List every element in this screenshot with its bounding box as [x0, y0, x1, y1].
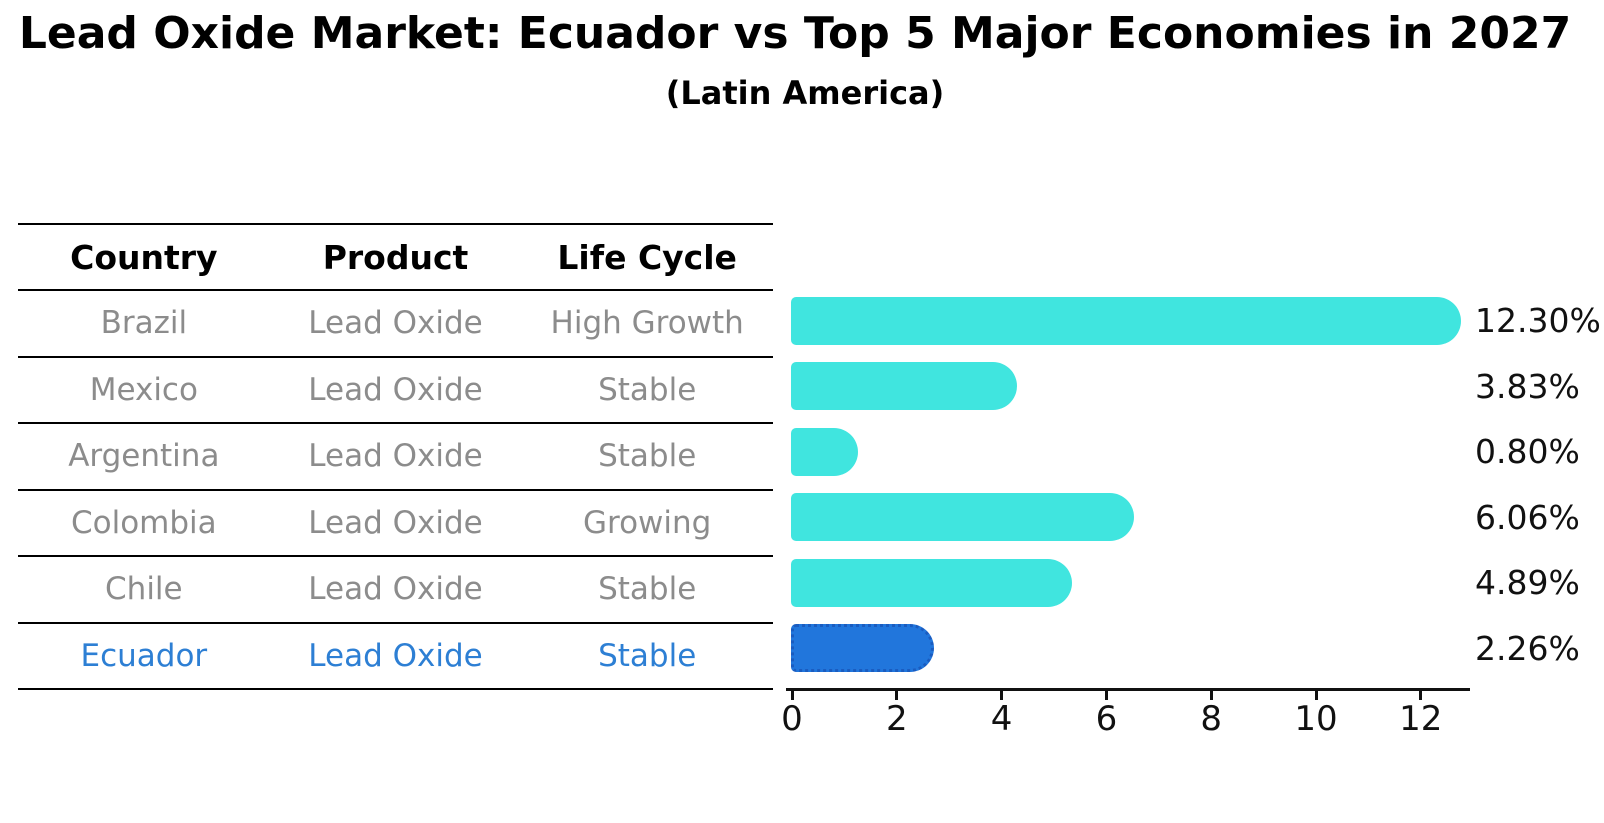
table-header-row: Country Product Life Cycle	[18, 223, 773, 289]
table-row: Mexico Lead Oxide Stable	[18, 355, 773, 423]
x-axis-tick-label: 6	[1095, 699, 1118, 739]
comparison-table: Country Product Life Cycle Brazil Lead O…	[18, 223, 773, 690]
x-axis-tick	[895, 690, 899, 700]
x-axis-tick-label: 8	[1200, 699, 1222, 739]
table-cell-country: Colombia	[70, 504, 217, 541]
table-cell-product: Lead Oxide	[308, 305, 483, 342]
table-row: Argentina Lead Oxide Stable	[18, 422, 773, 489]
column-header-life-cycle: Life Cycle	[557, 237, 737, 277]
table-cell-life-cycle: Stable	[598, 371, 697, 408]
table-cell-country: Ecuador	[80, 637, 208, 674]
table-row: Ecuador Lead Oxide Stable	[18, 621, 773, 690]
chart-subtitle: (Latin America)	[665, 74, 945, 112]
bar-argentina	[791, 427, 858, 476]
bar-chile	[791, 558, 1073, 607]
x-axis-tick	[1314, 690, 1318, 700]
bar-value-label: 6.06%	[1475, 497, 1580, 537]
bar-value-label: 0.80%	[1475, 432, 1580, 471]
x-axis-tick	[1419, 690, 1423, 700]
x-axis-tick	[790, 690, 794, 700]
x-axis-tick-label: 2	[885, 699, 908, 739]
x-axis-tick-label: 4	[990, 699, 1013, 739]
table-cell-life-cycle: High Growth	[550, 305, 744, 342]
bar-value-label: 2.26%	[1475, 628, 1580, 668]
x-axis-tick-label: 12	[1399, 699, 1443, 739]
table-cell-product: Lead Oxide	[308, 637, 483, 674]
table-row: Chile Lead Oxide Stable	[18, 555, 773, 622]
chart-title: Lead Oxide Market: Ecuador vs Top 5 Majo…	[18, 8, 1572, 59]
x-axis-tick	[1209, 690, 1213, 700]
table-row: Colombia Lead Oxide Growing	[18, 488, 773, 556]
column-header-product: Product	[322, 237, 469, 277]
bar-value-label: 12.30%	[1475, 301, 1601, 340]
x-axis-line	[786, 688, 1470, 691]
bar-brazil	[791, 296, 1461, 345]
table-cell-country: Argentina	[68, 438, 220, 475]
bar-ecuador	[791, 624, 935, 672]
table-cell-life-cycle: Stable	[598, 571, 697, 608]
table-cell-life-cycle: Stable	[598, 438, 697, 475]
table-cell-life-cycle: Growing	[583, 504, 712, 541]
table-cell-country: Chile	[105, 571, 183, 608]
x-axis-tick-label: 0	[781, 699, 803, 739]
table-cell-country: Mexico	[89, 371, 198, 408]
bar-value-label: 3.83%	[1475, 366, 1580, 406]
table-cell-life-cycle: Stable	[598, 637, 697, 674]
table-cell-product: Lead Oxide	[308, 438, 483, 475]
bar-colombia	[791, 493, 1134, 541]
table-row: Brazil Lead Oxide High Growth	[18, 289, 773, 356]
x-axis-tick	[1000, 690, 1004, 700]
x-axis-tick	[1104, 690, 1108, 700]
table-cell-country: Brazil	[100, 305, 188, 342]
bar-mexico	[791, 362, 1017, 410]
x-axis-tick-label: 10	[1294, 699, 1338, 739]
column-header-country: Country	[70, 237, 218, 277]
table-cell-product: Lead Oxide	[308, 504, 483, 541]
table-cell-product: Lead Oxide	[308, 571, 483, 608]
bar-value-label: 4.89%	[1475, 563, 1580, 602]
table-cell-product: Lead Oxide	[308, 371, 483, 408]
